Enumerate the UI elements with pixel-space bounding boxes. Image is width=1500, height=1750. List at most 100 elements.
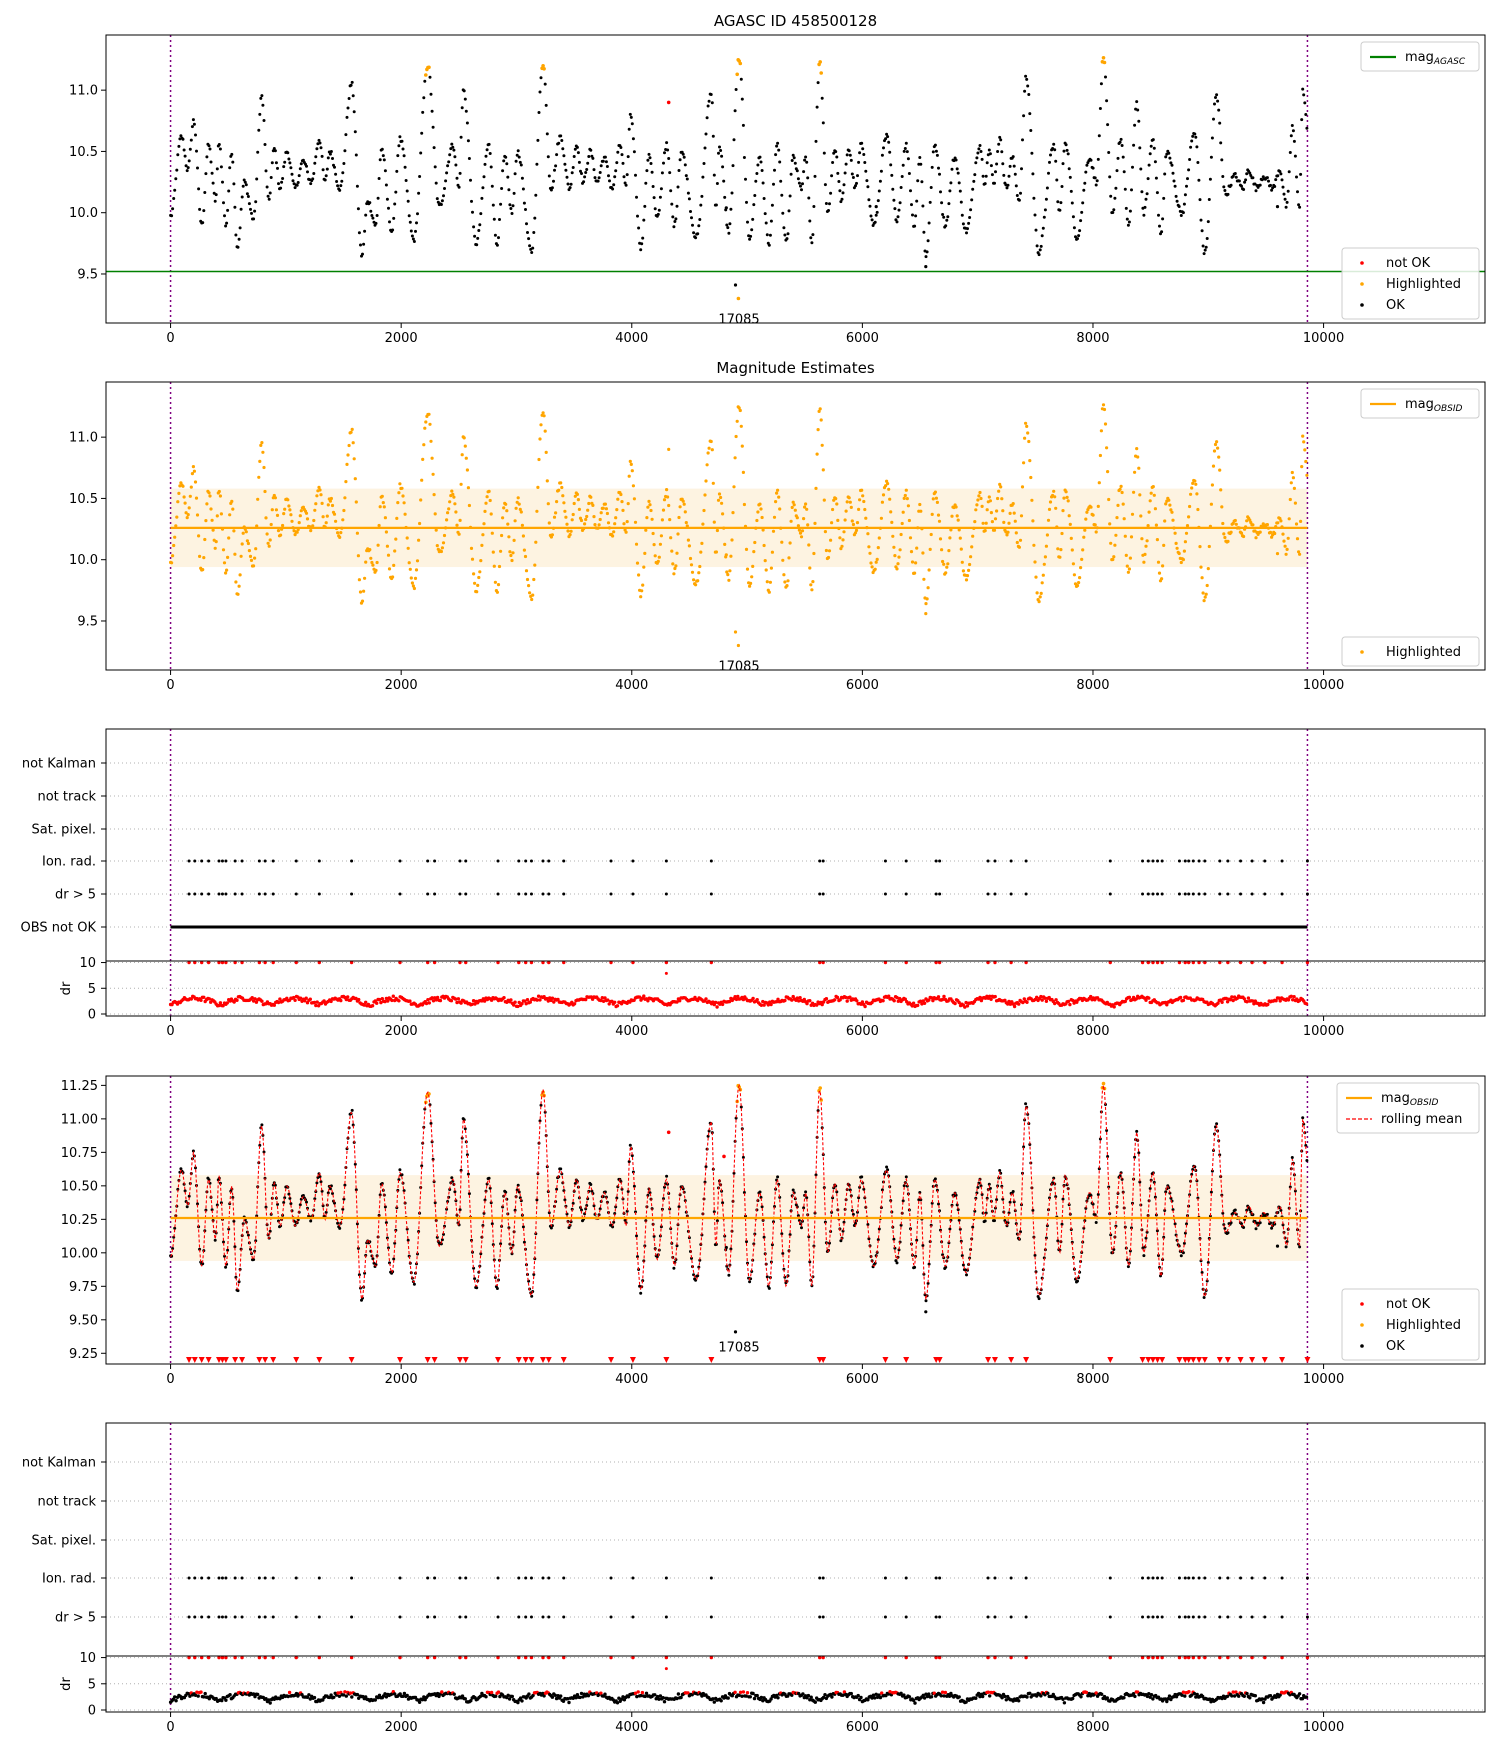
outlier-points [724,1244,1280,1334]
data-point [985,508,989,512]
data-point [414,229,417,233]
data-point [782,226,786,230]
data-point [723,195,727,199]
data-point [233,552,237,556]
data-point [481,533,485,537]
data-point [1303,101,1307,105]
data-point [1293,501,1297,505]
data-point [913,224,917,228]
data-point [298,167,302,171]
data-point [186,513,190,517]
data-point [213,546,217,550]
data-point [547,521,551,525]
x-tick-label: 0 [166,1024,174,1039]
data-point [1124,553,1128,558]
data-point [564,168,568,172]
data-point [320,154,324,158]
dr-point [426,998,430,1002]
data-point [1151,485,1155,489]
ion-rad-point [904,859,908,863]
data-point [233,1245,237,1249]
data-point [909,189,912,193]
data-point [768,580,773,584]
data-point [1289,134,1293,138]
data-point [464,109,468,113]
data-point [1001,509,1005,513]
dr-tick-label: 10 [79,1651,96,1666]
data-point [800,529,805,533]
data-point [444,179,448,183]
data-point [874,560,878,564]
dr-clipped-point [1218,960,1222,965]
ion-rad-point [1183,1576,1187,1580]
ion-rad-point [547,1576,551,1580]
obsid-annotation: 17085 [718,1341,759,1356]
data-point [758,1190,762,1194]
dr-gt-5-point [1160,892,1164,896]
data-point [1203,248,1207,252]
data-point [454,510,458,514]
data-point [629,115,633,119]
dr-point [798,996,802,1000]
data-point [452,148,456,152]
obsid-annotation: 17085 [718,313,759,328]
data-point [657,208,661,212]
flag-row-label: not track [37,790,96,805]
data-point [230,152,234,156]
data-point [1019,191,1022,195]
data-point [256,150,260,154]
dr-point [517,1000,521,1005]
data-point [261,450,265,454]
data-point [535,1198,539,1202]
data-point [1022,114,1026,118]
data-point [686,191,690,195]
data-point [1209,1190,1213,1194]
data-point [465,468,469,472]
dr-gt-5-point [1263,892,1267,896]
data-point [1046,518,1051,522]
data-point [974,161,978,165]
flagged-triangle [1023,1356,1030,1363]
data-point [173,535,177,539]
data-point [733,456,737,460]
dr-point [887,994,891,998]
data-point [704,479,708,483]
data-point [1169,508,1173,512]
data-point [280,180,284,184]
data-point [482,175,486,179]
data-point [455,176,459,180]
data-point [706,104,710,108]
legend-label: OK [1386,298,1405,313]
data-point [1302,93,1306,97]
data-point [454,163,458,167]
data-point [342,162,346,165]
dr-gt-5-point [1009,892,1013,896]
data-point [268,191,272,195]
dr-gt-5-point [1156,1615,1160,1619]
data-point [196,1202,199,1206]
ion-rad-point [1151,859,1155,863]
data-point [1119,484,1123,488]
data-point [273,496,277,500]
data-point [885,1165,889,1169]
data-point [281,523,285,528]
data-point [411,237,415,241]
data-point [311,524,315,528]
data-point [1042,562,1046,566]
data-point [555,1187,559,1191]
dr-point [518,1696,523,1700]
data-point [1013,519,1017,523]
data-point [1182,1241,1186,1245]
data-point [977,494,981,498]
data-point [573,147,577,151]
data-point [661,508,666,512]
data-point [1012,511,1016,515]
dr-clipped-point [1009,960,1013,965]
data-point [607,174,610,178]
data-point [513,519,517,523]
data-point [1184,531,1189,535]
data-point [402,501,406,505]
data-point [265,532,269,536]
data-point [1152,493,1156,497]
flagged-triangle [608,1356,615,1363]
